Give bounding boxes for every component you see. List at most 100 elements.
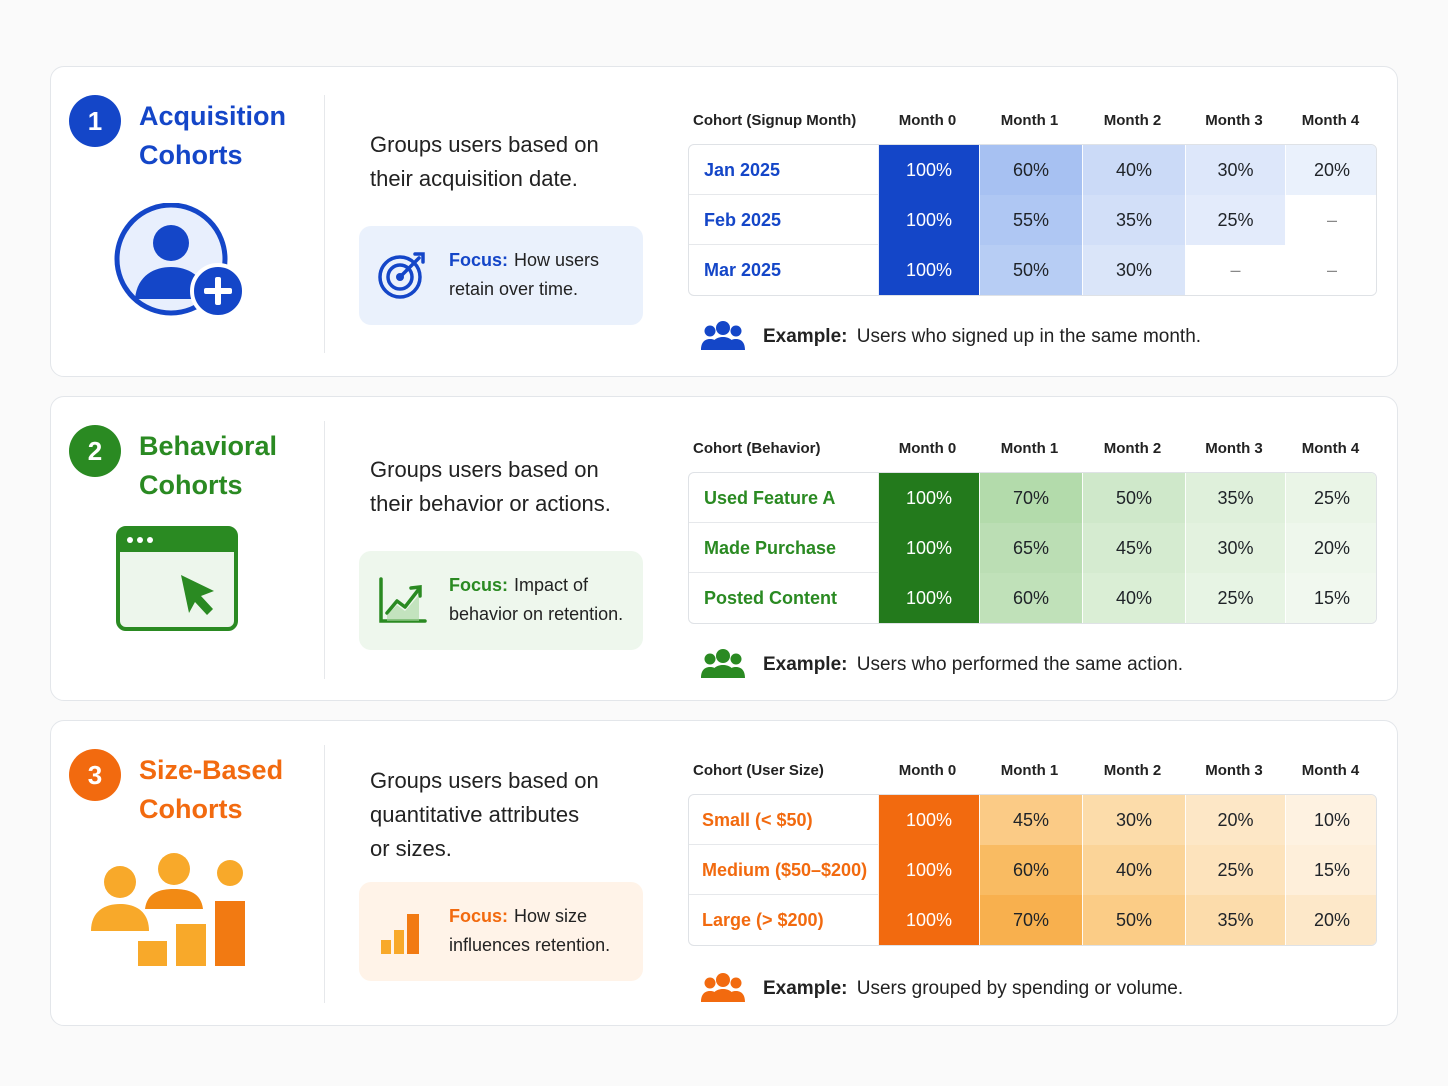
focus-box: Focus: How size influences retention. <box>359 882 643 981</box>
table-cell: 100% <box>878 145 979 195</box>
table-cell: – <box>1285 245 1376 295</box>
description-line: quantitative attributes <box>370 802 580 827</box>
description-line: their behavior or actions. <box>370 491 611 516</box>
row-label: Mar 2025 <box>704 260 782 280</box>
table-row: Used Feature A 100% 70% 50% 35% 25% <box>689 473 1376 523</box>
table-header: Cohort (Behavior) Month 0 Month 1 Month … <box>688 440 1377 464</box>
section-title-line2: Cohorts <box>139 470 243 500</box>
column-header: Month 1 <box>1000 762 1059 779</box>
users-group-icon <box>701 973 745 1002</box>
row-label: Medium ($50–$200) <box>702 860 868 880</box>
table-cell: 15% <box>1285 573 1376 623</box>
description-line: Groups users based on <box>370 132 599 157</box>
table-cell: 30% <box>1082 245 1185 295</box>
table-cell: 100% <box>878 845 979 895</box>
column-header: Month 0 <box>898 762 957 779</box>
table-cell: 20% <box>1285 523 1376 573</box>
section-title-line2: Cohorts <box>139 794 243 824</box>
table-row: Large (> $200) 100% 70% 50% 35% 20% <box>689 895 1376 945</box>
section-title: Behavioral Cohorts <box>139 427 277 505</box>
example-label: Example: <box>763 326 848 347</box>
table-row: Posted Content 100% 60% 40% 25% 15% <box>689 573 1376 623</box>
section-title-line1: Behavioral <box>139 431 278 461</box>
table-row: Small (< $50) 100% 45% 30% 20% 10% <box>689 795 1376 845</box>
behavioral-cohorts-card: 2 Behavioral Cohorts Groups users based … <box>50 396 1398 701</box>
table-cell: 50% <box>1082 895 1185 945</box>
table-cell: 45% <box>1082 523 1185 573</box>
section-number-badge: 2 <box>69 425 121 477</box>
focus-description: How size influences retention. <box>449 906 611 955</box>
example-text: Example: Users who signed up in the same… <box>763 326 1201 348</box>
section-description: Groups users based on quantitative attri… <box>370 764 650 866</box>
column-header: Month 3 <box>1205 112 1263 129</box>
example-text: Example: Users who performed the same ac… <box>763 654 1183 676</box>
table-cell: 60% <box>979 573 1082 623</box>
description-line: their acquisition date. <box>370 166 578 191</box>
description-line: Groups users based on <box>370 768 599 793</box>
description-line: Groups users based on <box>370 457 599 482</box>
example-description: Users who performed the same action. <box>856 654 1184 675</box>
example-label: Example: <box>763 978 848 999</box>
section-number-badge: 3 <box>69 749 121 801</box>
table-cell: 70% <box>979 895 1082 945</box>
section-divider <box>324 745 325 1003</box>
table-header: Cohort (User Size) Month 0 Month 1 Month… <box>688 762 1377 786</box>
table-cell: 65% <box>979 523 1082 573</box>
table-row: Jan 2025 100% 60% 40% 30% 20% <box>689 145 1376 195</box>
table-cell: 100% <box>878 895 979 945</box>
column-header-cohort: Cohort (Behavior) <box>693 440 821 457</box>
example-label: Example: <box>763 654 848 675</box>
table-cell: 100% <box>878 795 979 845</box>
example-description: Users who signed up in the same month. <box>856 326 1202 347</box>
column-header: Month 4 <box>1301 440 1360 457</box>
row-label: Made Purchase <box>704 538 837 558</box>
table-cell: 25% <box>1185 573 1285 623</box>
table-cell: – <box>1185 245 1285 295</box>
table-cell: 70% <box>979 473 1082 523</box>
table-cell: 20% <box>1285 895 1376 945</box>
column-header: Month 4 <box>1301 112 1360 129</box>
table-body: Small (< $50) 100% 45% 30% 20% 10% Mediu… <box>688 794 1377 946</box>
table-cell: 100% <box>878 523 979 573</box>
table-cell: 35% <box>1082 195 1185 245</box>
growth-chart-icon <box>379 577 427 623</box>
section-description: Groups users based on their behavior or … <box>370 453 650 521</box>
table-cell: 60% <box>979 845 1082 895</box>
table-cell: 20% <box>1285 145 1376 195</box>
column-header: Month 2 <box>1103 762 1162 779</box>
row-label: Used Feature A <box>704 488 836 508</box>
table-cell: 50% <box>1082 473 1185 523</box>
focus-text: Focus: How size influences retention. <box>449 902 644 960</box>
section-title-line2: Cohorts <box>139 140 243 170</box>
section-title: Acquisition Cohorts <box>139 97 286 175</box>
acquisition-cohorts-card: 1 Acquisition Cohorts Groups users based… <box>50 66 1398 377</box>
table-cell: 40% <box>1082 573 1185 623</box>
people-size-bars-icon <box>91 853 245 966</box>
description-line: or sizes. <box>370 836 452 861</box>
column-header-cohort: Cohort (User Size) <box>693 762 824 779</box>
section-divider <box>324 95 325 353</box>
row-label: Large (> $200) <box>702 910 824 930</box>
table-cell: 55% <box>979 195 1082 245</box>
table-row: Mar 2025 100% 50% 30% – – <box>689 245 1376 295</box>
focus-description: How users retain over time. <box>449 250 600 299</box>
table-cell: 35% <box>1185 895 1285 945</box>
column-header: Month 1 <box>1000 440 1059 457</box>
table-cell: 100% <box>878 245 979 295</box>
table-cell: 40% <box>1082 845 1185 895</box>
table-cell: 10% <box>1285 795 1376 845</box>
row-label: Jan 2025 <box>704 160 781 180</box>
table-body: Jan 2025 100% 60% 40% 30% 20% Feb 2025 1… <box>688 144 1377 296</box>
table-cell: 30% <box>1185 523 1285 573</box>
row-label: Feb 2025 <box>704 210 782 230</box>
focus-text: Focus: Impact of behavior on retention. <box>449 571 644 629</box>
row-label: Posted Content <box>704 588 837 608</box>
focus-box: Focus: How users retain over time. <box>359 226 643 325</box>
table-cell: – <box>1285 195 1376 245</box>
users-group-icon <box>701 649 745 678</box>
table-row: Medium ($50–$200) 100% 60% 40% 25% 15% <box>689 845 1376 895</box>
column-header: Month 0 <box>898 112 957 129</box>
focus-box: Focus: Impact of behavior on retention. <box>359 551 643 650</box>
user-add-icon <box>114 203 246 319</box>
table-cell: 20% <box>1185 795 1285 845</box>
